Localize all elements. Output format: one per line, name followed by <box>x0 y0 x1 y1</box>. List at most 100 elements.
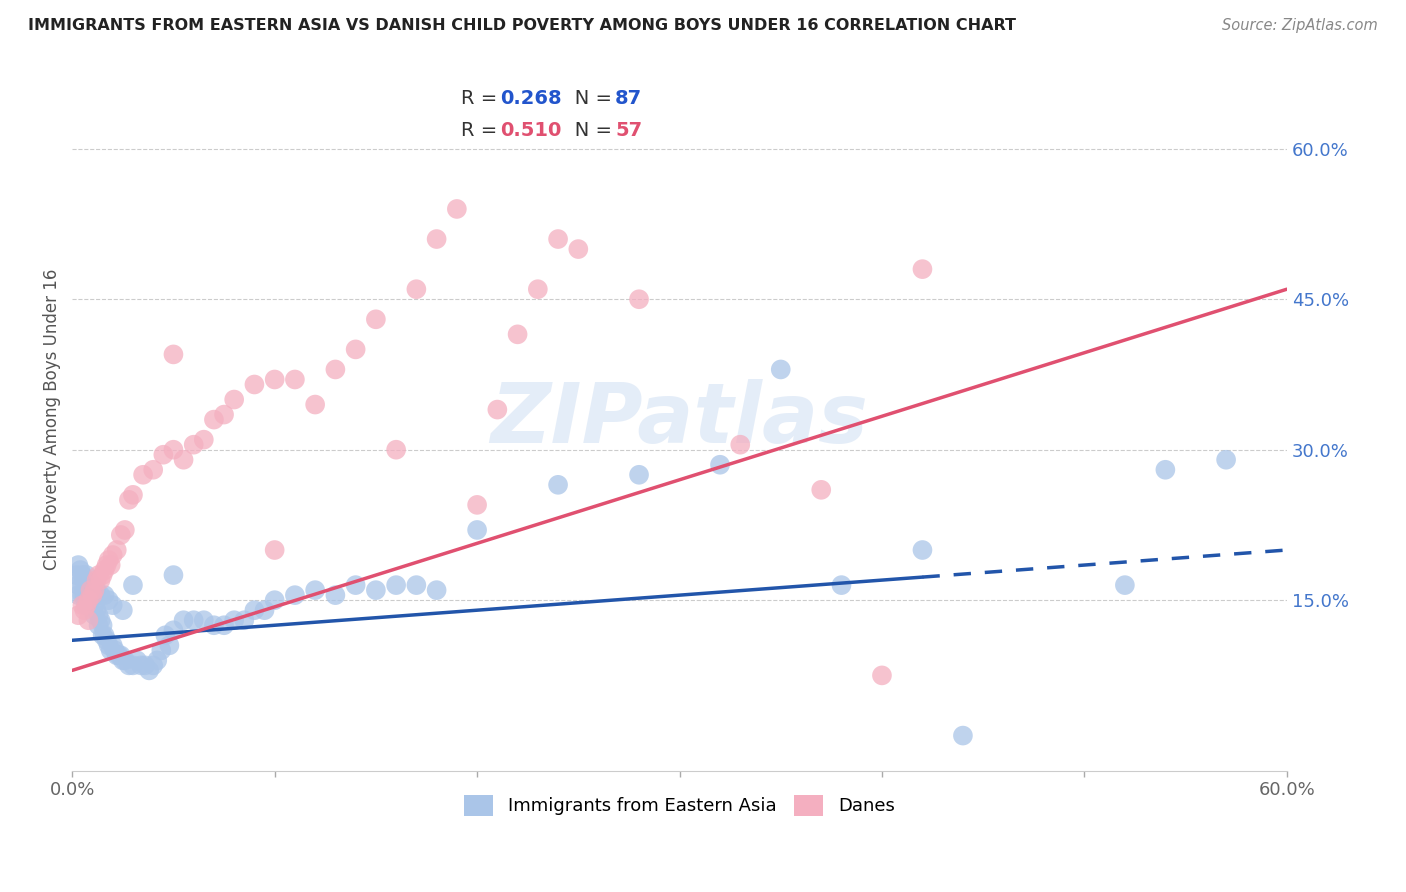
Point <box>142 658 165 673</box>
Point <box>284 372 307 386</box>
Point <box>104 643 127 657</box>
Point <box>96 633 118 648</box>
Point <box>870 668 893 682</box>
Point <box>86 603 108 617</box>
Point <box>67 578 90 592</box>
Point <box>173 452 195 467</box>
Point <box>162 568 184 582</box>
Point <box>72 568 94 582</box>
Point <box>567 242 589 256</box>
Point <box>100 643 122 657</box>
Point <box>709 458 731 472</box>
Point <box>304 583 326 598</box>
Point <box>911 543 934 558</box>
Text: N =: N = <box>555 88 617 108</box>
Point <box>111 653 134 667</box>
Point <box>90 573 112 587</box>
Point <box>253 603 276 617</box>
Point <box>1154 463 1177 477</box>
Point <box>100 558 122 572</box>
Point <box>97 638 120 652</box>
Point <box>132 467 155 482</box>
Point <box>730 438 752 452</box>
Point <box>446 202 468 216</box>
Point <box>830 578 852 592</box>
Point <box>73 588 96 602</box>
Point <box>547 232 569 246</box>
Point <box>150 643 173 657</box>
Point <box>93 588 115 602</box>
Point <box>90 613 112 627</box>
Point <box>122 578 145 592</box>
Point <box>72 578 94 592</box>
Point <box>193 433 215 447</box>
Point <box>110 648 132 663</box>
Point <box>202 618 225 632</box>
Point <box>506 327 529 342</box>
Point <box>87 618 110 632</box>
Point <box>263 543 285 558</box>
Point <box>101 638 124 652</box>
Point <box>212 408 235 422</box>
Text: N =: N = <box>555 120 617 140</box>
Point <box>1114 578 1136 592</box>
Point <box>769 362 792 376</box>
Point <box>547 478 569 492</box>
Text: 0.268: 0.268 <box>499 88 561 108</box>
Point <box>952 729 974 743</box>
Text: 57: 57 <box>616 120 643 140</box>
Point <box>344 343 367 357</box>
Point <box>87 608 110 623</box>
Legend: Immigrants from Eastern Asia, Danes: Immigrants from Eastern Asia, Danes <box>456 786 904 825</box>
Point <box>224 392 246 407</box>
Point <box>91 618 114 632</box>
Point <box>72 598 94 612</box>
Point <box>911 262 934 277</box>
Point <box>83 608 105 623</box>
Point <box>82 578 104 592</box>
Point <box>77 593 100 607</box>
Point <box>527 282 550 296</box>
Point <box>67 608 90 623</box>
Point <box>114 523 136 537</box>
Text: ZIPatlas: ZIPatlas <box>491 379 869 460</box>
Point <box>405 578 427 592</box>
Point <box>75 583 97 598</box>
Point <box>263 372 285 386</box>
Point <box>138 664 160 678</box>
Point <box>162 347 184 361</box>
Point <box>111 603 134 617</box>
Point <box>77 578 100 592</box>
Point <box>105 543 128 558</box>
Point <box>426 232 449 246</box>
Point <box>73 573 96 587</box>
Point <box>385 442 408 457</box>
Point <box>152 448 174 462</box>
Point <box>162 624 184 638</box>
Text: IMMIGRANTS FROM EASTERN ASIA VS DANISH CHILD POVERTY AMONG BOYS UNDER 16 CORRELA: IMMIGRANTS FROM EASTERN ASIA VS DANISH C… <box>28 18 1017 33</box>
Point <box>233 613 256 627</box>
Text: R =: R = <box>461 88 503 108</box>
Point <box>101 598 124 612</box>
Point <box>87 568 110 582</box>
Text: Source: ZipAtlas.com: Source: ZipAtlas.com <box>1222 18 1378 33</box>
Point <box>97 593 120 607</box>
Point <box>79 593 101 607</box>
Point <box>364 312 387 326</box>
Point <box>628 467 651 482</box>
Point <box>173 613 195 627</box>
Point <box>183 613 205 627</box>
Y-axis label: Child Poverty Among Boys Under 16: Child Poverty Among Boys Under 16 <box>44 268 60 570</box>
Point <box>465 498 488 512</box>
Point <box>134 658 156 673</box>
Point <box>97 553 120 567</box>
Point <box>426 583 449 598</box>
Point <box>364 583 387 598</box>
Point <box>77 613 100 627</box>
Point <box>405 282 427 296</box>
Point <box>91 568 114 582</box>
Text: 87: 87 <box>616 88 643 108</box>
Point <box>105 648 128 663</box>
Point <box>243 603 266 617</box>
Point <box>86 573 108 587</box>
